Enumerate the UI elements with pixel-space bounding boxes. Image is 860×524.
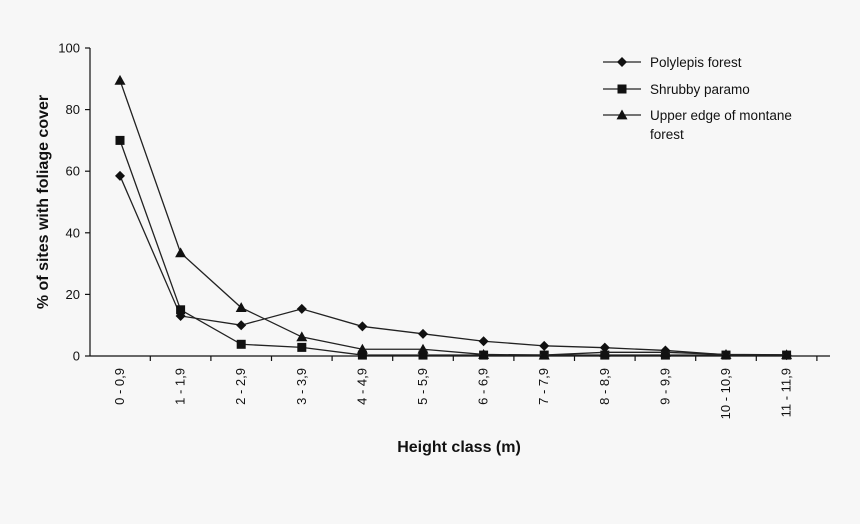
- diamond-marker: [539, 340, 550, 351]
- series-group: [114, 74, 793, 361]
- diamond-marker: [236, 320, 247, 331]
- y-tick-label: 40: [66, 225, 80, 240]
- series-diamond: [115, 170, 792, 361]
- x-tick-label: 4 - 4,9: [354, 368, 369, 405]
- triangle-marker: [720, 348, 732, 359]
- x-tick-label: 0 - 0,9: [112, 368, 127, 405]
- series-line: [119, 80, 787, 356]
- triangle-marker: [417, 343, 429, 354]
- legend-triangle-marker: [616, 109, 628, 120]
- legend-label: Shrubby paramo: [650, 82, 750, 97]
- x-tick-label: 3 - 3,9: [294, 368, 309, 405]
- series-square: [115, 135, 792, 360]
- axes: 0 20 40 60 80 100 0 - 0,9 1 - 1,9 2 - 2,9 3 - 3,9…: [58, 41, 830, 419]
- x-tick-label: 6 - 6,9: [476, 368, 491, 405]
- diamond-marker: [115, 170, 125, 181]
- triangle-marker: [599, 346, 611, 357]
- diamond-marker: [478, 336, 489, 347]
- legend: Polylepis forest Shrubby paramo Upper edge…: [603, 55, 792, 142]
- x-tick-label: 8 - 8,9: [597, 368, 612, 405]
- legend-label: forest: [650, 127, 684, 142]
- y-tick-label: 100: [58, 41, 80, 56]
- square-marker: [115, 135, 125, 145]
- square-marker: [297, 342, 307, 352]
- legend-item: Upper edge of montane forest: [603, 108, 792, 142]
- y-tick-label: 20: [66, 287, 80, 302]
- diamond-marker: [357, 321, 368, 332]
- x-tick-label: 2 - 2,9: [233, 368, 248, 405]
- legend-label: Polylepis forest: [650, 55, 742, 70]
- triangle-marker: [175, 247, 187, 258]
- y-tick-label: 60: [66, 164, 80, 179]
- diamond-marker: [418, 328, 428, 339]
- series-line: [119, 175, 787, 356]
- triangle-marker: [781, 349, 793, 360]
- x-tick-label: 11 - 11,9: [779, 368, 794, 417]
- series-triangle: [114, 74, 793, 360]
- square-marker: [418, 350, 428, 360]
- legend-square-marker: [617, 84, 627, 94]
- y-tick-label: 80: [66, 102, 80, 117]
- square-marker: [236, 339, 246, 349]
- x-tick-label: 9 - 9,9: [657, 368, 672, 405]
- x-tick-label: 7 - 7,9: [536, 368, 551, 405]
- square-marker: [357, 350, 367, 360]
- triangle-marker: [356, 343, 368, 354]
- triangle-marker: [538, 349, 550, 360]
- series-line: [119, 140, 787, 356]
- triangle-marker: [114, 74, 126, 85]
- x-axis-title: Height class (m): [397, 439, 521, 456]
- legend-item: Shrubby paramo: [603, 82, 750, 97]
- legend-diamond-marker: [617, 57, 627, 67]
- x-tick-label: 10 - 10,9: [718, 368, 733, 419]
- triangle-marker: [296, 331, 308, 342]
- y-tick-label: 0: [73, 349, 80, 364]
- legend-item: Polylepis forest: [603, 55, 742, 70]
- diamond-marker: [296, 303, 307, 314]
- y-axis-title: % of sites with foliage cover: [35, 95, 52, 309]
- triangle-marker: [478, 348, 490, 359]
- triangle-marker: [659, 346, 671, 357]
- legend-label: Upper edge of montane: [650, 108, 792, 123]
- x-tick-label: 1 - 1,9: [173, 368, 188, 405]
- triangle-marker: [235, 302, 247, 313]
- square-marker: [176, 305, 186, 315]
- x-tick-label: 5 - 5,9: [415, 368, 430, 405]
